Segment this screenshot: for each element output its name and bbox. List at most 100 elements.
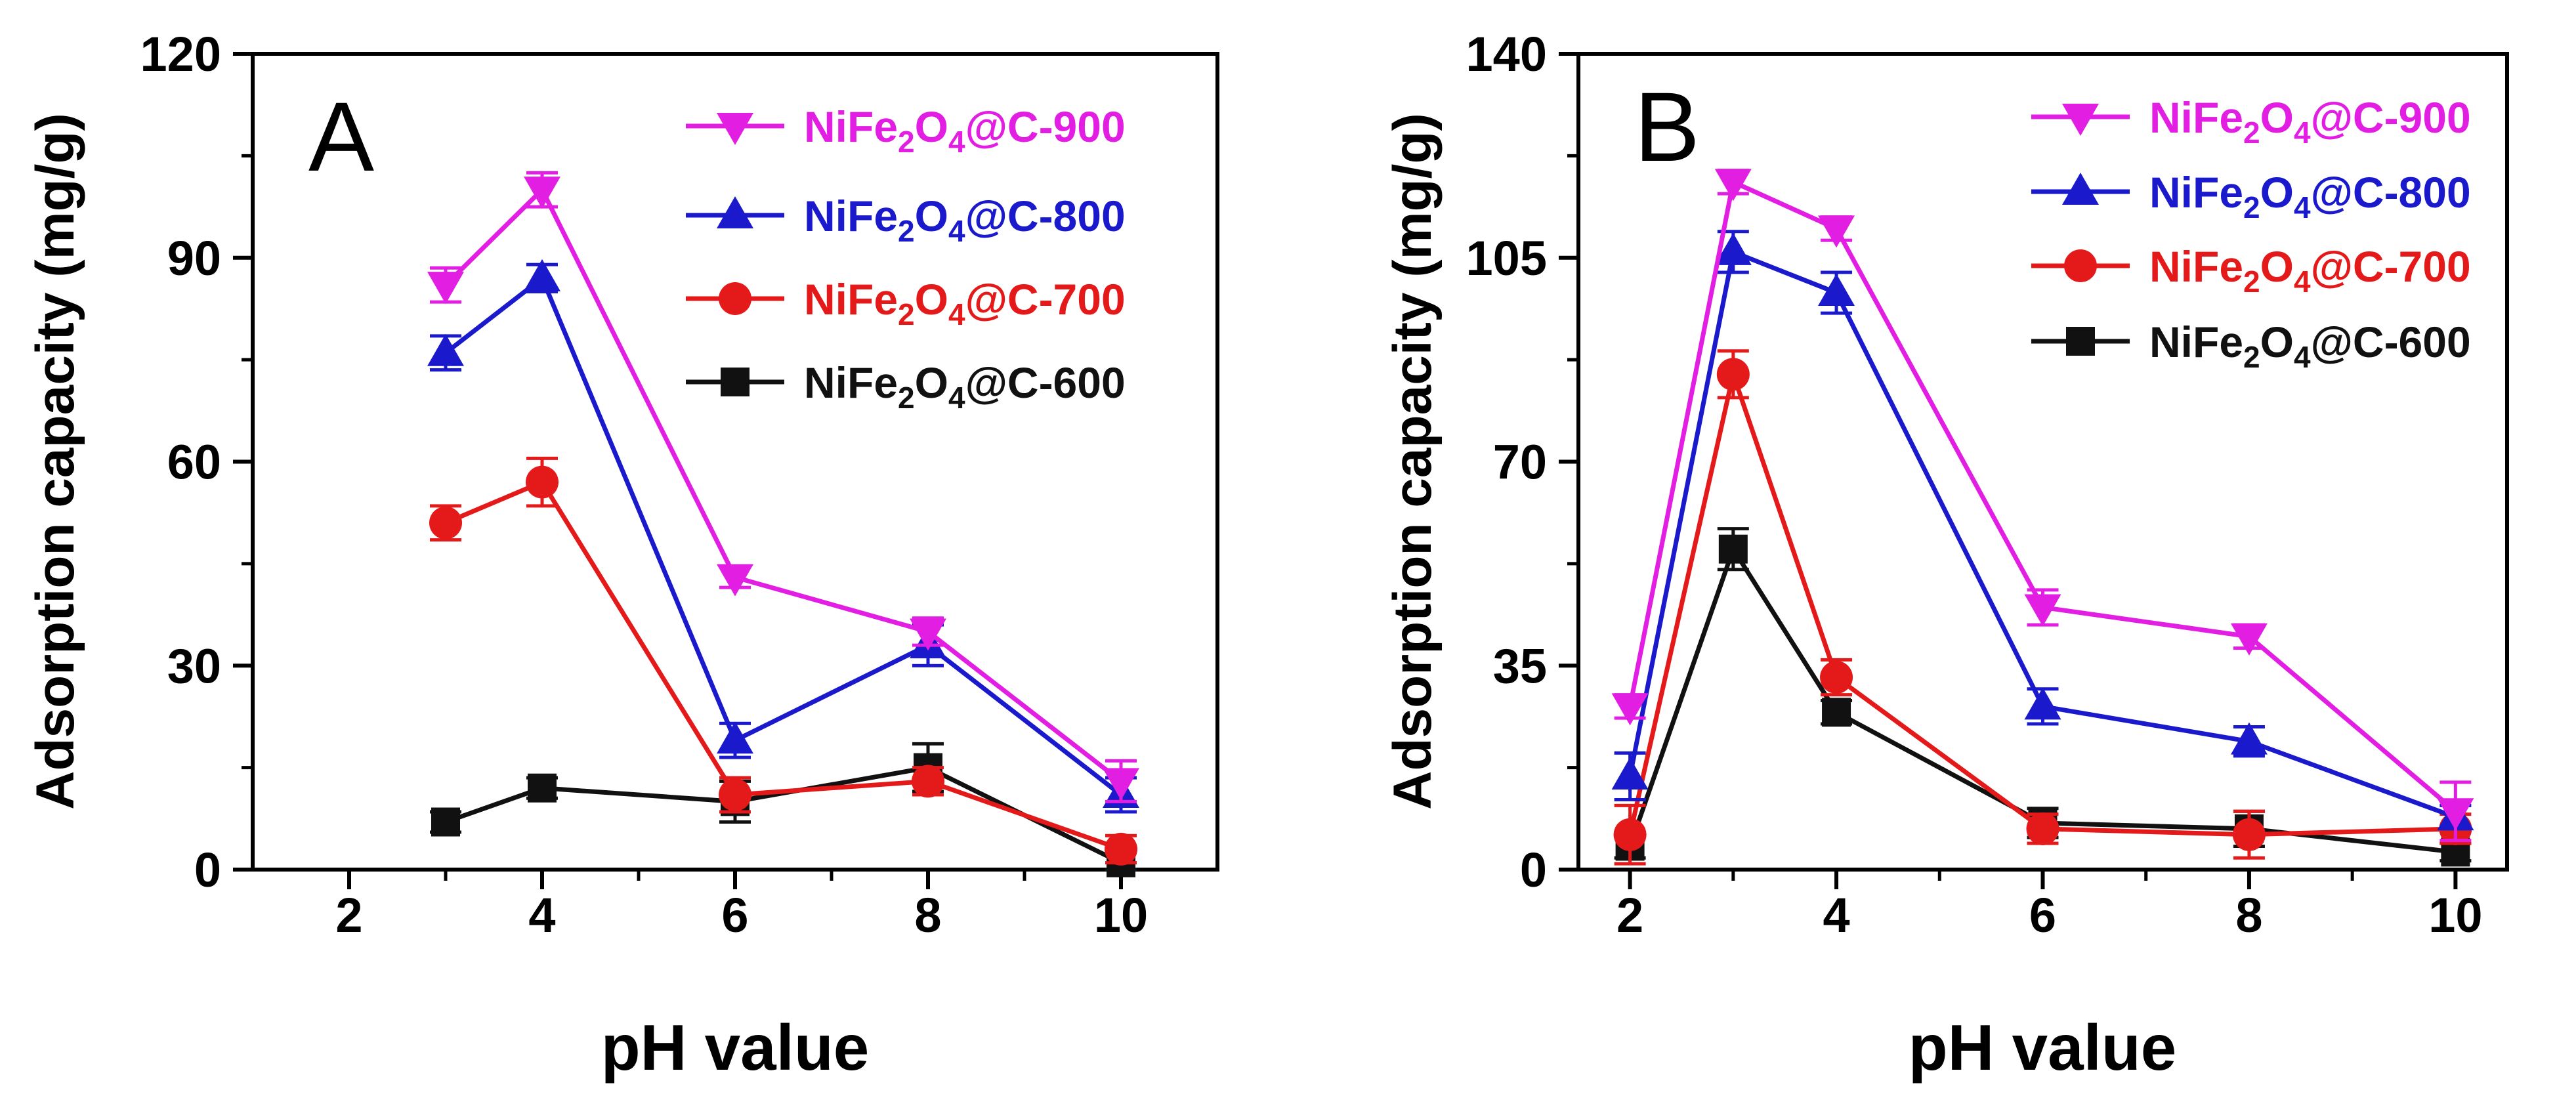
legend-label: NiFe2O4@C-800 (804, 192, 1126, 248)
panel-b-series-nife2o4-c-800 (1611, 230, 2474, 831)
legend-marker (2066, 327, 2095, 356)
panel-a-panel-label: A (308, 81, 374, 192)
data-point (1613, 818, 1647, 851)
panel-a-y-tick-label: 0 (194, 843, 221, 897)
legend-label-part: 4 (948, 381, 965, 415)
legend-label-part: 4 (948, 297, 965, 331)
data-point (717, 564, 753, 597)
legend-label-part: 4 (948, 214, 965, 248)
legend-label-part: O (915, 275, 948, 324)
data-point (1714, 169, 1752, 201)
panel-b-y-axis-title: Adsorption capacity (mg/g) (1383, 113, 1443, 810)
legend-label-part: NiFe (2149, 93, 2243, 142)
legend-label: NiFe2O4@C-900 (2149, 93, 2471, 150)
panel-a-series-nife2o4-c-700 (429, 456, 1137, 866)
panel-b-legend: NiFe2O4@C-900NiFe2O4@C-800NiFe2O4@C-700N… (2031, 93, 2471, 374)
data-point (1822, 698, 1851, 727)
panel-a-series-nife2o4-c-800 (427, 259, 1139, 814)
data-point (427, 272, 464, 305)
legend-marker (717, 113, 753, 145)
legend-label-part: NiFe (804, 358, 898, 407)
data-point (1611, 693, 1649, 726)
data-point (431, 807, 460, 837)
panel-b-x-tick-label: 8 (2235, 888, 2262, 942)
legend-label-part: 4 (2294, 340, 2311, 374)
series-line (1628, 179, 2457, 813)
panel-a-x-tick-label: 10 (1094, 888, 1148, 942)
data-point (524, 259, 560, 291)
legend-label-part: NiFe (804, 192, 898, 240)
panel-b-x-tick-label: 4 (1823, 888, 1849, 942)
legend-label-part: 2 (2243, 340, 2260, 374)
panel-a-y-tick-label: 120 (140, 27, 221, 81)
legend-label-part: @C-900 (2311, 93, 2471, 142)
data-point (717, 721, 753, 754)
data-point (1716, 358, 1750, 391)
data-point (2024, 687, 2061, 720)
legend-label-part: @C-800 (965, 192, 1126, 240)
data-point (427, 333, 464, 366)
legend-label: NiFe2O4@C-900 (804, 102, 1126, 159)
legend-label-part: O (915, 192, 948, 240)
legend-label-part: 2 (2243, 116, 2260, 150)
legend-entry: NiFe2O4@C-600 (686, 358, 1126, 415)
legend-marker (2062, 104, 2099, 136)
data-point (524, 177, 560, 209)
data-point (2024, 594, 2061, 627)
legend-entry: NiFe2O4@C-700 (2031, 242, 2471, 299)
legend-label: NiFe2O4@C-700 (2149, 242, 2471, 299)
legend-marker (717, 196, 753, 228)
panel-a-legend: NiFe2O4@C-900NiFe2O4@C-800NiFe2O4@C-700N… (686, 102, 1126, 415)
panel-b-panel-label: B (1634, 72, 1700, 182)
legend-label-part: O (2260, 168, 2294, 217)
legend-label-part: O (2260, 242, 2294, 291)
data-point (1718, 534, 1748, 564)
panel-b-y-tick-label: 105 (1466, 231, 1547, 285)
data-point (1820, 661, 1853, 694)
legend-label-part: NiFe (804, 275, 898, 324)
data-point (2026, 812, 2059, 845)
legend-label-part: O (915, 358, 948, 407)
data-point (526, 465, 559, 499)
legend-label-part: @C-600 (2311, 318, 2471, 366)
panel-a-x-tick-label: 6 (721, 888, 748, 942)
panel-b-x-tick-label: 6 (2029, 888, 2056, 942)
legend-label-part: 2 (898, 381, 915, 415)
legend-entry: NiFe2O4@C-900 (686, 102, 1126, 159)
legend-label-part: 2 (898, 125, 915, 159)
legend-marker (2062, 173, 2099, 205)
data-point (1818, 215, 1855, 248)
legend-label-part: 4 (2294, 116, 2311, 150)
panel-b-x-tick-label: 10 (2428, 888, 2482, 942)
legend-label-part: @C-700 (965, 275, 1126, 324)
legend-marker (2064, 249, 2097, 282)
panel-a-x-tick-label: 8 (914, 888, 941, 942)
legend-label-part: 2 (2243, 264, 2260, 299)
legend-label-part: 4 (2294, 190, 2311, 224)
legend-entry: NiFe2O4@C-700 (686, 275, 1126, 331)
legend-label-part: NiFe (2149, 318, 2243, 366)
series-line (1628, 249, 2457, 820)
panel-a-series-nife2o4-c-600 (430, 742, 1137, 877)
legend-label-part: 2 (898, 214, 915, 248)
series-line (1628, 366, 2456, 837)
panel-a-x-axis-title: pH value (601, 1011, 869, 1084)
legend-label-part: NiFe (804, 102, 898, 151)
panel-a-series-nife2o4-c-900 (427, 171, 1139, 803)
panel-a-y-tick-label: 30 (167, 639, 221, 693)
panel-a-x-tick-label: 4 (528, 888, 555, 942)
legend-label-part: O (915, 102, 948, 151)
data-point (528, 773, 557, 803)
legend-label: NiFe2O4@C-600 (804, 358, 1126, 415)
legend-label-part: O (2260, 93, 2294, 142)
data-point (2230, 722, 2268, 755)
legend-label: NiFe2O4@C-600 (2149, 318, 2471, 374)
data-point (2437, 798, 2474, 831)
legend-entry: NiFe2O4@C-600 (2031, 318, 2471, 374)
panel-b-x-tick-label: 2 (1616, 888, 1643, 942)
legend-entry: NiFe2O4@C-800 (2031, 168, 2471, 224)
data-point (1714, 232, 1752, 265)
